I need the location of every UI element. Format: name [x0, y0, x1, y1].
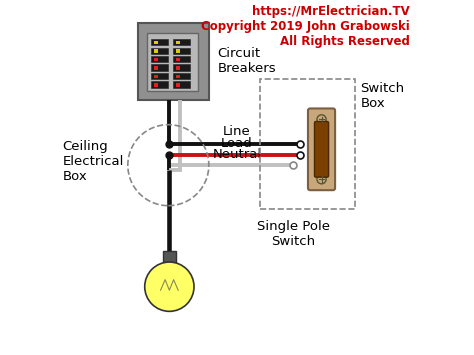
Bar: [138, 22, 209, 100]
Text: Switch
Box: Switch Box: [360, 82, 404, 110]
Bar: [173, 56, 190, 62]
Bar: [176, 83, 180, 87]
Text: https://MrElectrician.TV
Copyright 2019 John Grabowski
All Rights Reserved: https://MrElectrician.TV Copyright 2019 …: [201, 5, 410, 48]
Bar: [154, 66, 158, 70]
Text: Ceiling
Electrical
Box: Ceiling Electrical Box: [63, 140, 124, 183]
Bar: [173, 73, 190, 79]
Bar: [151, 48, 168, 54]
Bar: [154, 49, 158, 53]
Bar: [154, 41, 158, 44]
Bar: [173, 39, 190, 45]
Circle shape: [317, 115, 326, 124]
Bar: [147, 33, 198, 91]
Bar: [151, 39, 168, 45]
Bar: [163, 251, 176, 266]
Bar: [176, 58, 180, 61]
Bar: [176, 49, 180, 53]
Bar: [176, 41, 180, 44]
Text: Circuit
Breakers: Circuit Breakers: [218, 47, 276, 75]
Bar: [176, 75, 180, 78]
Text: Load: Load: [221, 137, 253, 151]
Circle shape: [317, 175, 326, 184]
Bar: [173, 65, 190, 71]
Bar: [151, 65, 168, 71]
Text: Single Pole
Switch: Single Pole Switch: [257, 220, 330, 248]
Circle shape: [145, 262, 194, 311]
Bar: [151, 56, 168, 62]
Text: Line: Line: [223, 125, 251, 138]
Bar: [154, 58, 158, 61]
Bar: [154, 75, 158, 78]
Bar: [173, 48, 190, 54]
FancyBboxPatch shape: [308, 109, 335, 190]
Bar: [176, 66, 180, 70]
Bar: [154, 83, 158, 87]
Bar: [151, 81, 168, 88]
Bar: [151, 73, 168, 79]
Text: Neutral: Neutral: [212, 148, 262, 161]
FancyBboxPatch shape: [314, 121, 328, 177]
Bar: [173, 81, 190, 88]
Bar: [260, 79, 355, 209]
